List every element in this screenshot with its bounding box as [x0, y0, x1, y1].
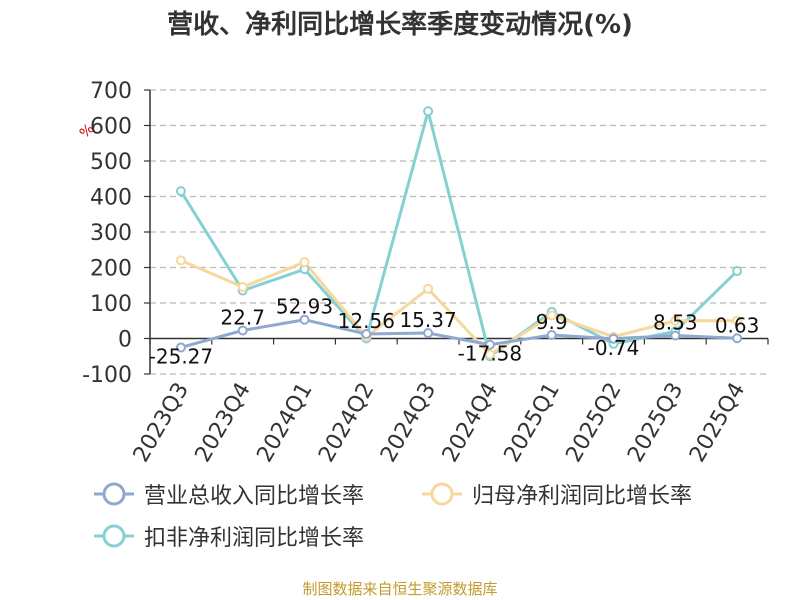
data-label: 8.53 [653, 310, 698, 334]
data-label: 22.7 [220, 305, 265, 329]
legend-item-deducted-profit[interactable]: 扣非净利润同比增长率 [92, 520, 364, 552]
y-tick-label: -100 [82, 363, 132, 388]
data-point [546, 310, 557, 321]
x-tick-label: 2024Q2 [314, 379, 379, 467]
data-point [732, 266, 743, 277]
data-label: 12.56 [338, 309, 395, 333]
data-point [423, 283, 434, 294]
x-tick-label: 2025Q3 [623, 379, 688, 467]
chart-title: 营收、净利同比增长率季度变动情况(%) [167, 10, 633, 40]
y-tick-label: 600 [90, 115, 132, 140]
data-point [732, 315, 743, 326]
y-tick-label: 100 [90, 292, 132, 317]
data-label: -17.58 [458, 342, 522, 366]
legend-revenue-label: 营业总收入同比增长率 [144, 484, 365, 509]
x-tick-label: 2024Q3 [376, 378, 441, 466]
legend-item-revenue[interactable]: 营业总收入同比增长率 [92, 478, 364, 510]
data-point [423, 106, 434, 117]
data-label: 0.63 [715, 313, 760, 337]
data-label: -25.27 [149, 344, 213, 368]
series-line [180, 259, 738, 356]
legend-item-net-profit[interactable]: 归母净利润同比增长率 [420, 478, 692, 510]
data-point [732, 333, 743, 344]
x-tick-label: 2023Q4 [191, 379, 256, 467]
data-point [670, 315, 681, 326]
x-tick-label: 2025Q4 [685, 379, 750, 467]
legend-deducted-profit-label: 扣非净利润同比增长率 [144, 526, 365, 551]
data-point [484, 349, 495, 360]
data-label: 52.93 [276, 295, 333, 319]
data-point [175, 342, 186, 353]
legend-net-profit-label: 归母净利润同比增长率 [472, 484, 693, 509]
data-point [608, 333, 619, 344]
x-tick-label: 2025Q1 [500, 379, 565, 467]
y-tick-label: 500 [90, 150, 132, 175]
y-tick-label: 300 [90, 221, 132, 246]
data-label: 9.9 [536, 310, 568, 334]
source-footer: 制图数据来自恒生聚源数据库 [302, 580, 498, 598]
y-tick-label: 0 [118, 328, 132, 353]
data-point [175, 255, 186, 266]
data-point [299, 314, 310, 325]
series-line [180, 318, 738, 349]
data-point [237, 325, 248, 336]
data-point [175, 186, 186, 197]
data-point [423, 328, 434, 339]
data-point [670, 330, 681, 341]
y-tick-label: 400 [90, 186, 132, 211]
y-tick-label: 700 [90, 79, 132, 104]
data-point [361, 329, 372, 340]
data-label: -0.74 [588, 336, 640, 360]
x-tick-label: 2025Q2 [561, 379, 626, 467]
x-tick-label: 2023Q3 [129, 379, 194, 467]
legend-net-profit-icon [422, 482, 462, 506]
data-point [237, 282, 248, 293]
data-point [299, 257, 310, 268]
data-label: 15.37 [399, 308, 456, 332]
data-point [484, 339, 495, 350]
x-tick-label: 2024Q4 [438, 379, 503, 467]
x-tick-label: 2024Q1 [252, 379, 317, 467]
legend-revenue-icon [94, 482, 134, 506]
y-tick-label: 200 [90, 257, 132, 282]
legend-deducted-profit-icon [94, 524, 134, 548]
data-point [546, 329, 557, 340]
